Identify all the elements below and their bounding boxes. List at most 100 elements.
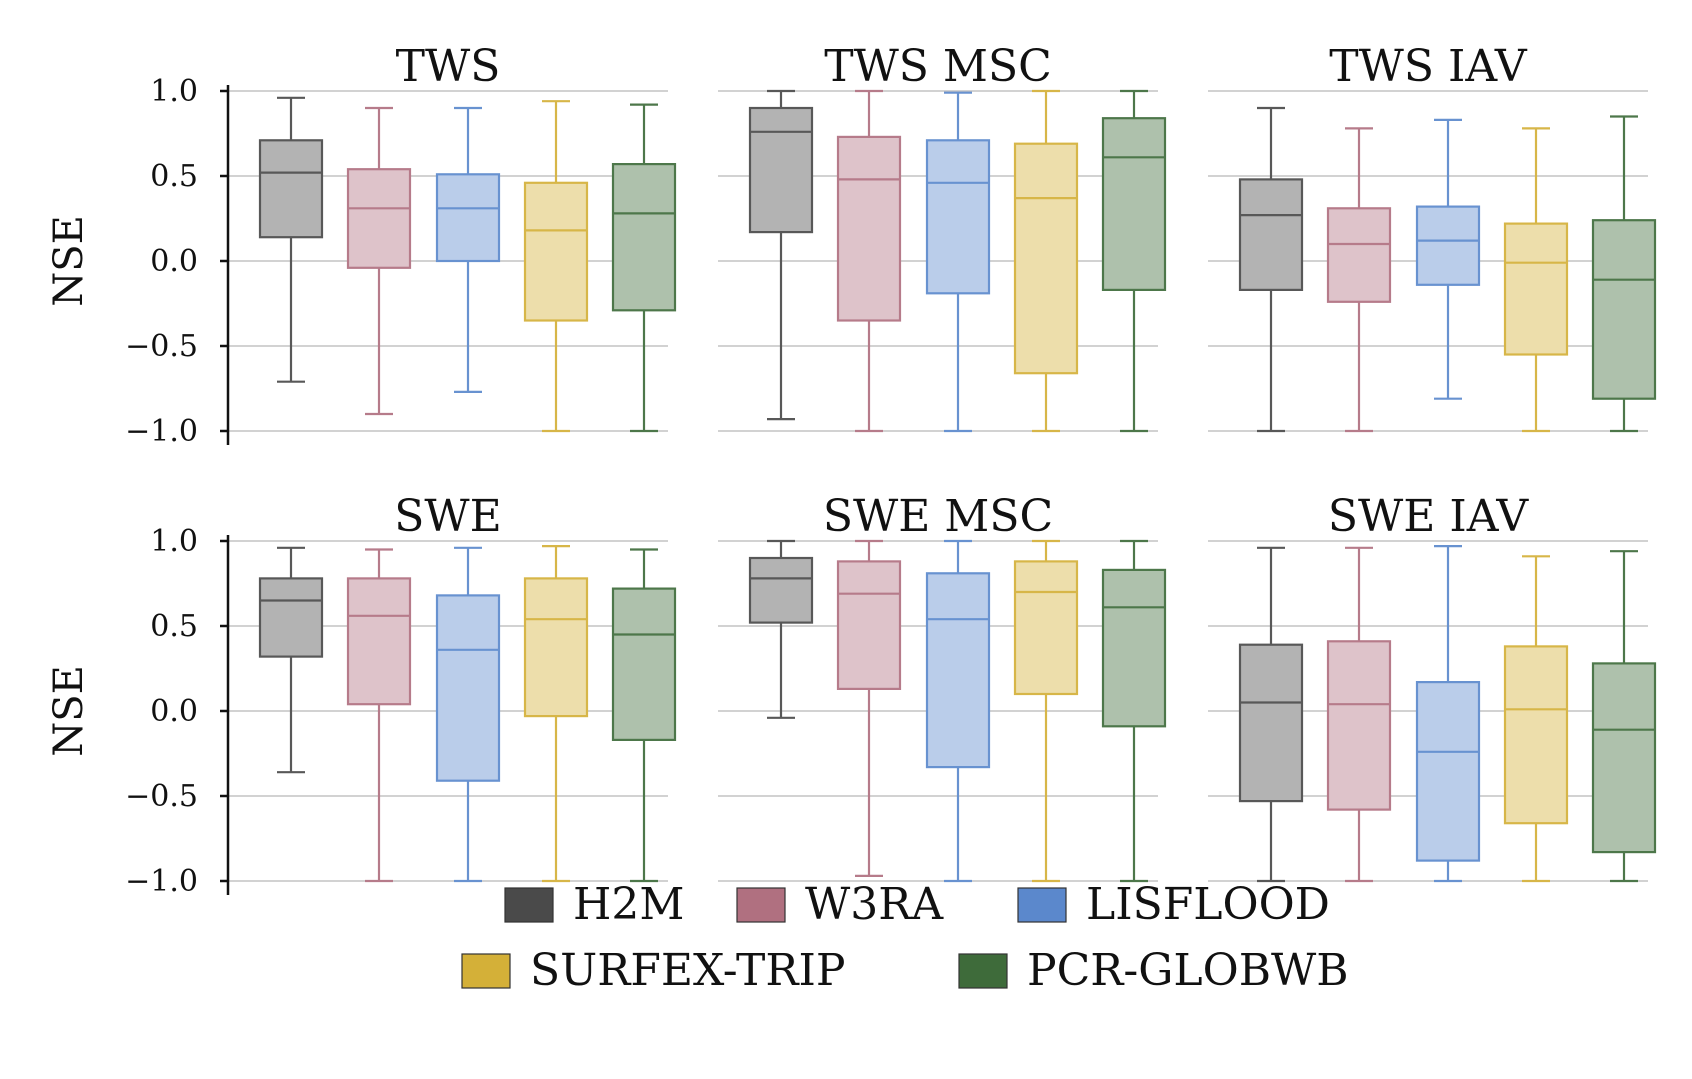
box-iqr xyxy=(1101,568,1167,728)
box-iqr xyxy=(836,560,902,691)
box-iqr xyxy=(1415,680,1481,862)
box-lisflood xyxy=(925,91,991,433)
box-iqr xyxy=(1326,640,1392,811)
panel-title: SWE xyxy=(394,491,502,542)
box-h2m xyxy=(258,546,324,774)
panel-swe: SWE 1.0 0.5 0.0 −0.5 −1.0 NSE xyxy=(46,491,677,899)
box-pcr-globwb xyxy=(1591,550,1657,883)
box-iqr xyxy=(258,139,324,239)
panel-tws-msc: TWS MSC xyxy=(718,41,1167,433)
box-lisflood xyxy=(925,539,991,883)
legend-swatch xyxy=(461,953,511,989)
box-lisflood xyxy=(435,546,501,883)
legend-label: LISFLOOD xyxy=(1086,879,1330,930)
panels-group: TWS 1.0 0.5 0.0 −0.5 −1.0 NSE TWS MSC TWS IAV SWE… xyxy=(46,41,1657,899)
box-iqr xyxy=(346,168,412,269)
panel-swe-msc: SWE MSC xyxy=(718,491,1167,883)
box-iqr xyxy=(925,139,991,295)
box-iqr xyxy=(523,181,589,322)
legend-swatch xyxy=(958,953,1008,989)
y-tick-label: −1.0 xyxy=(125,414,198,449)
panel-title: TWS IAV xyxy=(1329,41,1528,92)
box-iqr xyxy=(1238,643,1304,803)
y-tick-label: −0.5 xyxy=(125,329,198,364)
panel-tws-iav: TWS IAV xyxy=(1208,41,1657,433)
box-w3ra xyxy=(1326,127,1392,433)
box-lisflood xyxy=(435,106,501,393)
box-iqr xyxy=(1101,117,1167,291)
box-surfex-trip xyxy=(1013,539,1079,883)
box-iqr xyxy=(1503,222,1569,356)
legend-swatch xyxy=(1017,887,1067,923)
panel-swe-iav: SWE IAV xyxy=(1208,491,1657,883)
y-tick-label: 0.0 xyxy=(150,244,198,279)
box-iqr xyxy=(748,556,814,624)
box-iqr xyxy=(1503,645,1569,825)
box-h2m xyxy=(258,96,324,383)
y-tick-label: 0.5 xyxy=(150,159,198,194)
box-iqr xyxy=(346,577,412,706)
box-iqr xyxy=(1013,560,1079,696)
box-w3ra xyxy=(836,539,902,878)
box-iqr xyxy=(611,163,677,312)
box-iqr xyxy=(1238,178,1304,291)
legend: H2M W3RA LISFLOOD SURFEX-TRIP PCR-GLOBWB xyxy=(461,879,1349,996)
legend-item-w3ra: W3RA xyxy=(736,879,944,930)
box-pcr-globwb xyxy=(611,548,677,883)
box-pcr-globwb xyxy=(1591,115,1657,433)
box-iqr xyxy=(258,577,324,658)
legend-swatch xyxy=(504,887,554,923)
box-iqr xyxy=(435,173,501,263)
legend-item-pcr-globwb: PCR-GLOBWB xyxy=(958,945,1349,996)
box-surfex-trip xyxy=(523,544,589,883)
y-tick-label: 1.0 xyxy=(150,524,198,559)
panel-tws: TWS 1.0 0.5 0.0 −0.5 −1.0 NSE xyxy=(46,41,677,449)
y-tick-label: −1.0 xyxy=(125,864,198,899)
legend-label: W3RA xyxy=(805,879,944,930)
box-iqr xyxy=(748,106,814,234)
legend-item-surfex-trip: SURFEX-TRIP xyxy=(461,945,846,996)
y-tick-label: 1.0 xyxy=(150,74,198,109)
box-iqr xyxy=(1326,207,1392,303)
box-surfex-trip xyxy=(1503,127,1569,433)
box-pcr-globwb xyxy=(611,103,677,433)
legend-label: SURFEX-TRIP xyxy=(530,945,846,996)
legend-label: H2M xyxy=(573,879,684,930)
panel-title: TWS MSC xyxy=(824,41,1052,92)
box-iqr xyxy=(1591,662,1657,854)
box-h2m xyxy=(1238,546,1304,883)
box-lisflood xyxy=(1415,544,1481,883)
legend-item-h2m: H2M xyxy=(504,879,684,930)
box-iqr xyxy=(523,577,589,718)
box-w3ra xyxy=(346,548,412,883)
y-axis-label: NSE xyxy=(46,665,92,757)
box-iqr xyxy=(435,594,501,782)
box-pcr-globwb xyxy=(1101,89,1167,433)
box-iqr xyxy=(1415,205,1481,286)
y-axis-label: NSE xyxy=(46,215,92,307)
box-w3ra xyxy=(836,89,902,433)
panel-title: SWE MSC xyxy=(823,491,1053,542)
box-iqr xyxy=(611,587,677,741)
box-pcr-globwb xyxy=(1101,539,1167,883)
box-lisflood xyxy=(1415,118,1481,400)
legend-label: PCR-GLOBWB xyxy=(1027,945,1349,996)
box-surfex-trip xyxy=(523,100,589,433)
y-tick-label: 0.5 xyxy=(150,609,198,644)
y-tick-label: 0.0 xyxy=(150,694,198,729)
box-surfex-trip xyxy=(1503,555,1569,883)
box-w3ra xyxy=(1326,546,1392,883)
box-iqr xyxy=(1013,142,1079,375)
box-iqr xyxy=(925,572,991,769)
panel-title: TWS xyxy=(396,41,501,92)
box-h2m xyxy=(748,539,814,719)
panel-title: SWE IAV xyxy=(1328,491,1529,542)
box-iqr xyxy=(836,135,902,322)
legend-swatch xyxy=(736,887,786,923)
box-h2m xyxy=(1238,106,1304,433)
box-w3ra xyxy=(346,106,412,416)
box-iqr xyxy=(1591,219,1657,400)
legend-item-lisflood: LISFLOOD xyxy=(1017,879,1330,930)
box-surfex-trip xyxy=(1013,89,1079,433)
box-h2m xyxy=(748,89,814,421)
